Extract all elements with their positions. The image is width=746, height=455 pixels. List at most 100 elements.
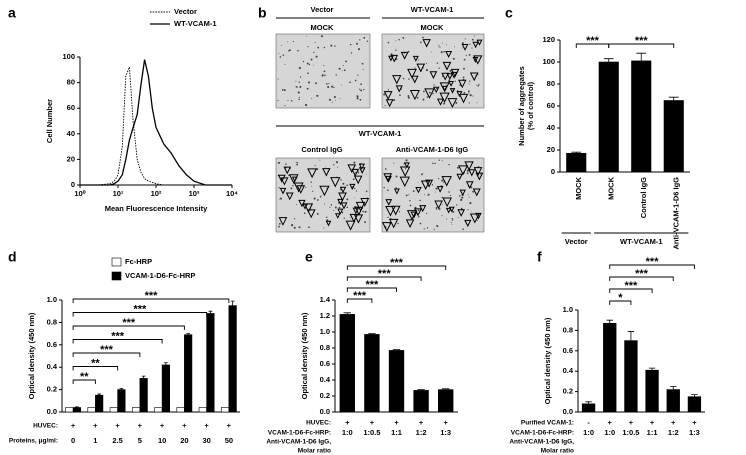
panel-label: c <box>505 5 513 21</box>
cell <box>291 224 294 227</box>
error-bar <box>119 388 124 390</box>
cell <box>441 215 443 217</box>
cell <box>330 204 333 206</box>
cell <box>466 172 469 175</box>
cell <box>470 210 472 212</box>
significance-bracket <box>72 352 141 357</box>
cell <box>462 76 465 79</box>
group-header: WT-VCAM-1 <box>359 129 402 138</box>
cell <box>296 163 298 166</box>
cell <box>310 58 313 61</box>
cell-aggregate <box>432 86 440 94</box>
bar <box>72 407 81 413</box>
x-tick-label: 10³ <box>189 189 200 198</box>
cell <box>446 218 448 220</box>
cell <box>426 212 428 215</box>
cell <box>334 100 336 101</box>
series-line <box>80 59 232 186</box>
cell-aggregate <box>349 183 356 191</box>
panel-label: e <box>305 249 313 265</box>
significance-label: *** <box>353 290 367 302</box>
bar <box>221 407 230 413</box>
cell-aggregate <box>400 51 409 60</box>
cell <box>397 222 399 225</box>
cell-aggregate <box>475 212 482 220</box>
significance-label: *** <box>635 268 649 280</box>
cell <box>363 36 366 39</box>
cell <box>331 101 333 103</box>
cell <box>467 209 469 211</box>
cell <box>290 187 293 190</box>
cell <box>423 194 425 196</box>
cell-aggregate <box>472 188 481 197</box>
cell <box>359 88 361 90</box>
cell-aggregate <box>473 167 483 176</box>
cell-aggregate <box>468 169 476 177</box>
cell-aggregate <box>416 63 426 73</box>
significance-label: *** <box>133 303 147 315</box>
cell-aggregate <box>388 218 399 229</box>
cell-aggregate <box>393 188 400 195</box>
significance-label: *** <box>586 35 600 47</box>
error-bar <box>585 401 592 404</box>
cell <box>354 187 356 190</box>
cell-aggregate <box>330 177 341 188</box>
x-tick-label: 1:3 <box>689 428 700 437</box>
cell-aggregate <box>339 186 347 194</box>
cell-aggregate <box>448 81 454 87</box>
cell <box>281 88 284 91</box>
cell <box>426 96 429 98</box>
row-value: + <box>160 421 165 430</box>
category-label: Molar ratio <box>298 448 331 455</box>
cell <box>472 95 474 97</box>
cell <box>457 217 459 218</box>
cell <box>476 84 478 86</box>
cell <box>455 101 458 104</box>
panel-label: f <box>537 249 542 265</box>
cell <box>441 160 443 162</box>
cell <box>437 178 440 180</box>
category-label: Molar ratio <box>541 448 574 455</box>
cell-aggregate <box>473 55 483 65</box>
cell <box>405 159 408 162</box>
x-tick-label: 1:0.5 <box>622 428 639 437</box>
cell-aggregate <box>283 166 292 175</box>
cell <box>421 173 424 175</box>
y-tick-label: 0.6 <box>47 340 57 349</box>
image-caption: MOCK <box>421 23 444 32</box>
bar <box>364 334 380 413</box>
cell-aggregate <box>399 176 411 188</box>
bar <box>645 369 659 413</box>
cell <box>422 98 425 101</box>
cell <box>435 87 438 90</box>
row-value: + <box>227 421 232 430</box>
cell <box>333 164 335 166</box>
cell <box>407 96 410 99</box>
y-tick-label: 0.8 <box>563 325 573 334</box>
cell <box>314 41 316 43</box>
cell <box>341 211 344 214</box>
x-tick-label: Control IgG <box>639 177 648 218</box>
cell <box>398 211 401 213</box>
y-tick-label: 1.4 <box>320 295 331 304</box>
x-tick-label: MOCK <box>574 176 583 199</box>
cell <box>324 74 326 77</box>
y-tick-label: 0.4 <box>320 375 331 384</box>
cell-aggregate <box>303 203 314 213</box>
cell <box>438 159 441 161</box>
row-value: - <box>587 418 590 427</box>
cell <box>461 196 464 199</box>
y-tick-label: 0.6 <box>320 359 330 368</box>
cell <box>288 49 290 52</box>
cell <box>451 217 454 220</box>
cell <box>469 43 471 45</box>
cell <box>335 74 337 76</box>
cell <box>422 36 424 39</box>
cell <box>452 220 454 221</box>
cell-aggregate <box>353 175 363 185</box>
y-tick-label: 60 <box>67 103 75 112</box>
cell <box>409 204 412 207</box>
cell <box>435 191 437 193</box>
cell <box>399 94 401 97</box>
category-label: Proteins, μg/ml: <box>9 438 58 445</box>
